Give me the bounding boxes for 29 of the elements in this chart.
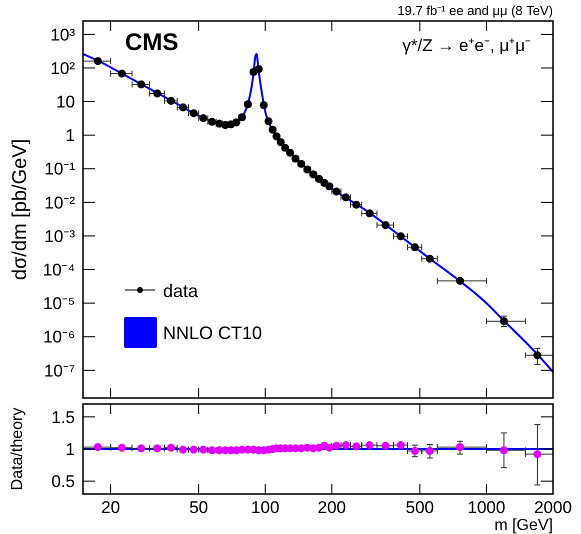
y-tick-label: 10⁻⁶ bbox=[43, 328, 75, 347]
x-tick-label: 200 bbox=[318, 498, 346, 517]
y-tick-label: 10² bbox=[50, 58, 76, 78]
y-tick-label: 1.5 bbox=[51, 408, 75, 427]
y-tick-label: 10³ bbox=[50, 25, 76, 44]
legend-label: data bbox=[163, 281, 200, 301]
y-tick-label: 1 bbox=[66, 126, 75, 146]
y-tick-label: 10⁻⁷ bbox=[44, 361, 75, 380]
text: γ*/Z → e⁺e⁻, μ⁺μ⁻ bbox=[402, 36, 531, 55]
y-axis-title: dσ/dm [pb/GeV] bbox=[9, 138, 31, 280]
x-tick-label: 2000 bbox=[534, 498, 572, 517]
chart-title: CMS bbox=[125, 29, 178, 56]
y-tick-label: 10⁻⁵ bbox=[43, 294, 75, 314]
y-tick-label: 0.5 bbox=[51, 472, 75, 492]
y-tick-label: 10⁻⁴ bbox=[42, 260, 75, 280]
text: 19.7 fb⁻¹ ee and μμ (8 TeV) bbox=[397, 3, 553, 18]
y-tick-label: 10⁻² bbox=[44, 193, 76, 212]
y-tick-label: 1 bbox=[66, 440, 75, 459]
legend-label: NNLO CT10 bbox=[163, 323, 262, 343]
x-axis-title: m [GeV] bbox=[494, 517, 553, 534]
x-tick-label: 1000 bbox=[468, 498, 506, 517]
y-axis-title: Data/theory bbox=[9, 408, 26, 490]
x-tick-label: 500 bbox=[406, 498, 434, 517]
x-tick-label: 20 bbox=[101, 498, 120, 517]
y-tick-label: 10⁻¹ bbox=[44, 160, 76, 179]
y-tick-label: 10 bbox=[56, 92, 75, 112]
x-tick-label: 50 bbox=[189, 498, 208, 517]
x-tick-label: 100 bbox=[251, 498, 280, 517]
y-tick-label: 10⁻³ bbox=[44, 226, 76, 246]
